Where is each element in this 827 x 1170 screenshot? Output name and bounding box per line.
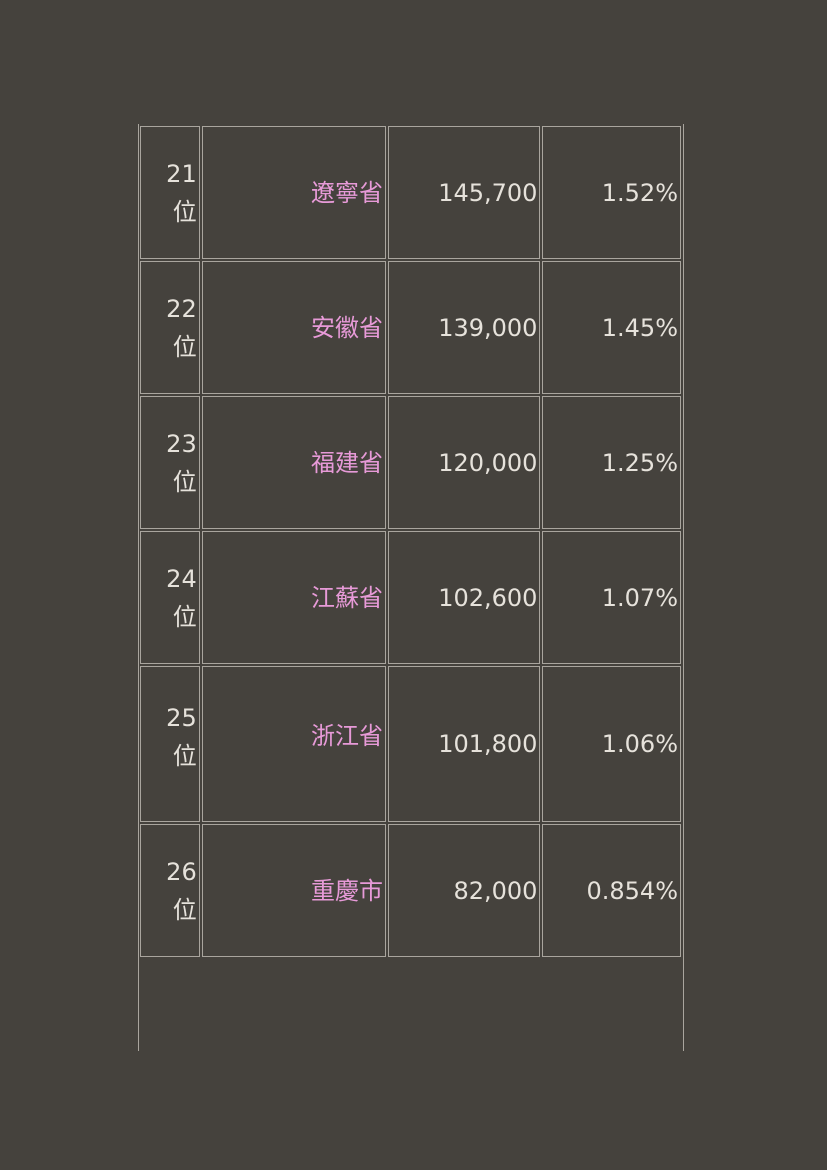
rank-cell: 24 位	[140, 531, 200, 664]
value-cell: 82,000	[388, 824, 541, 957]
value-cell: 139,000	[388, 261, 541, 394]
rank-cell: 23 位	[140, 396, 200, 529]
rank-number: 25	[166, 704, 197, 732]
table-row: 21 位 遼寧省 145,700 1.52%	[140, 126, 681, 259]
share-cell: 1.25%	[542, 396, 681, 529]
table-row: 26 位 重慶市 82,000 0.854%	[140, 824, 681, 957]
table-row: 24 位 江蘇省 102,600 1.07%	[140, 531, 681, 664]
rank-number: 23	[166, 429, 197, 458]
rank-unit: 位	[172, 742, 197, 770]
region-cell: 浙江省	[201, 666, 386, 822]
rank-cell: 25 位	[140, 666, 200, 822]
value-cell: 101,800	[388, 666, 541, 822]
rank-cell: 26 位	[140, 824, 200, 957]
share-cell: 1.06%	[542, 666, 681, 822]
rank-number: 21	[166, 159, 197, 188]
rank-number: 24	[166, 564, 197, 593]
rank-unit: 位	[172, 197, 197, 226]
value-cell: 120,000	[388, 396, 541, 529]
region-cell: 重慶市	[201, 824, 386, 957]
rank-number: 26	[166, 857, 197, 886]
ranking-table-frame: 21 位 遼寧省 145,700 1.52% 22 位 安徽省 139,000 …	[138, 124, 684, 1051]
rank-unit: 位	[172, 602, 197, 631]
table-row: 23 位 福建省 120,000 1.25%	[140, 396, 681, 529]
rank-number: 22	[166, 294, 197, 323]
share-cell: 1.07%	[542, 531, 681, 664]
share-cell: 0.854%	[542, 824, 681, 957]
region-cell: 安徽省	[201, 261, 386, 394]
rank-cell: 22 位	[140, 261, 200, 394]
share-cell: 1.45%	[542, 261, 681, 394]
region-cell: 江蘇省	[201, 531, 386, 664]
rank-unit: 位	[172, 467, 197, 496]
share-cell: 1.52%	[542, 126, 681, 259]
rank-unit: 位	[172, 332, 197, 361]
table-row: 22 位 安徽省 139,000 1.45%	[140, 261, 681, 394]
rank-unit: 位	[172, 895, 197, 924]
region-cell: 福建省	[201, 396, 386, 529]
value-cell: 102,600	[388, 531, 541, 664]
region-cell: 遼寧省	[201, 126, 386, 259]
rank-cell: 21 位	[140, 126, 200, 259]
table-row: 25 位 浙江省 101,800 1.06%	[140, 666, 681, 822]
value-cell: 145,700	[388, 126, 541, 259]
ranking-table: 21 位 遼寧省 145,700 1.52% 22 位 安徽省 139,000 …	[138, 124, 683, 959]
